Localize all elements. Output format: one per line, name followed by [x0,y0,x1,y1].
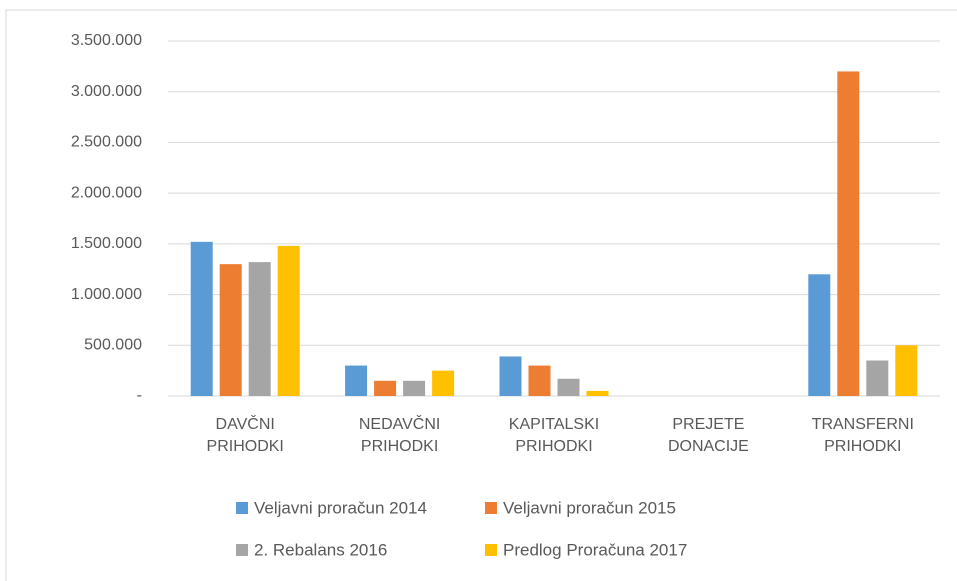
bar [345,365,368,396]
bar [190,241,213,396]
bar [277,245,300,396]
bar [432,370,455,396]
bar [374,380,397,396]
bar [499,356,522,396]
bar [528,365,551,396]
legend-label: Predlog Proračuna 2017 [503,540,687,559]
y-tick-label: 3.500.000 [71,32,142,49]
chart-frame [5,9,957,581]
x-tick-label: TRANSFERNI PRIHODKI [811,416,914,455]
legend-swatch [236,502,248,514]
bar [248,262,271,396]
y-tick-label: 2.000.000 [71,184,142,201]
y-tick-label: 2.500.000 [71,134,142,151]
bar [586,390,609,396]
bar [895,345,918,396]
bar [866,360,889,396]
x-tick-label: PREJETE DONACIJE [667,416,749,455]
x-tick-label: DAVČNI PRIHODKI [206,416,284,455]
legend-swatch [236,544,248,556]
legend-label: Veljavni proračun 2015 [503,498,676,517]
x-tick-label: NEDAVČNI PRIHODKI [358,416,441,455]
legend-swatch [485,544,497,556]
bar [837,71,860,396]
legend-label: Veljavni proračun 2014 [254,498,427,517]
bar [808,274,831,396]
y-tick-label: - [137,387,142,404]
bar [219,264,242,396]
legend-swatch [485,502,497,514]
bar [403,380,426,396]
y-tick-label: 500.000 [84,337,142,354]
legend-label: 2. Rebalans 2016 [254,540,387,559]
y-tick-label: 3.000.000 [71,83,142,100]
y-tick-label: 1.500.000 [71,235,142,252]
y-tick-label: 1.000.000 [71,286,142,303]
x-tick-label: KAPITALSKI PRIHODKI [508,416,600,455]
bar [557,378,580,396]
